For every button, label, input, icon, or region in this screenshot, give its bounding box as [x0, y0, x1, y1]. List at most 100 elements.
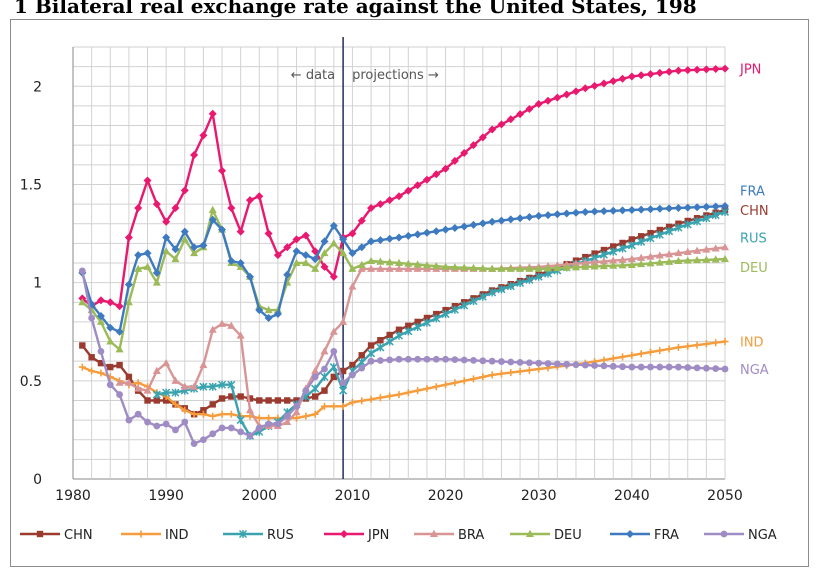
data-point-nga: [376, 357, 384, 364]
annotation-projections: projections →: [352, 68, 439, 83]
data-point-jpn: [693, 65, 702, 74]
data-point-chn: [610, 243, 617, 250]
data-point-ind: [311, 410, 319, 418]
data-point-rus: [460, 301, 469, 310]
data-point-rus: [534, 272, 543, 281]
data-point-nga: [619, 363, 626, 371]
data-point-jpn: [711, 64, 720, 73]
data-point-deu: [395, 258, 403, 266]
data-point-fra: [618, 206, 627, 215]
legend: CHN IND RUS JPN BRA DEU FRA NGA: [20, 528, 777, 543]
data-point-ind: [674, 343, 682, 351]
data-point-fra: [385, 234, 394, 243]
data-point-deu: [134, 264, 143, 272]
data-point-bra: [311, 366, 320, 374]
data-point-jpn: [497, 120, 506, 129]
data-point-deu: [469, 263, 478, 272]
data-point-jpn: [665, 67, 674, 76]
data-point-rus: [683, 220, 692, 229]
data-point-ind: [376, 394, 384, 402]
data-point-jpn: [562, 90, 571, 99]
data-point-rus: [525, 275, 534, 284]
data-point-chn: [339, 367, 347, 375]
data-point-nga: [647, 363, 654, 371]
legend-item-nga: NGA: [704, 528, 777, 543]
data-point-rus: [394, 331, 404, 340]
data-point-deu: [180, 235, 189, 243]
data-point-fra: [339, 235, 348, 244]
data-point-deu: [702, 255, 711, 263]
data-point-jpn: [702, 65, 711, 74]
data-point-ind: [470, 375, 478, 383]
data-point-fra: [553, 210, 562, 219]
annotation-data: ← data: [291, 68, 335, 83]
series-line-ind: [81, 340, 726, 420]
data-point-nga: [628, 363, 636, 371]
data-point-deu: [721, 254, 729, 263]
data-point-rus: [339, 386, 348, 395]
data-point-rus: [162, 388, 171, 397]
x-tick-label: 2040: [614, 488, 650, 504]
data-point-bra: [665, 250, 674, 258]
data-point-nga: [125, 416, 133, 424]
data-point-nga: [675, 363, 682, 371]
data-point-fra: [199, 241, 208, 250]
data-point-ind: [656, 347, 664, 355]
data-point-chn: [358, 352, 365, 359]
data-point-jpn: [227, 204, 236, 213]
legend-label-chn: CHN: [64, 528, 93, 543]
data-point-fra: [376, 236, 385, 245]
legend-label-rus: RUS: [267, 528, 294, 543]
data-point-bra: [227, 321, 236, 329]
legend-item-jpn: JPN: [324, 528, 389, 543]
data-point-nga: [395, 355, 403, 363]
data-point-nga: [97, 347, 105, 355]
data-point-bra: [609, 256, 618, 264]
data-point-deu: [115, 345, 124, 353]
data-point-bra: [236, 331, 245, 339]
data-point-bra: [162, 358, 171, 367]
data-point-nga: [246, 432, 254, 440]
data-point-deu: [674, 256, 683, 265]
data-point-fra: [460, 222, 469, 231]
data-point-fra: [255, 306, 264, 315]
data-point-ind: [367, 395, 375, 403]
data-point-deu: [544, 264, 553, 272]
data-point-nga: [684, 364, 692, 371]
data-point-ind: [218, 410, 226, 418]
data-point-bra: [711, 244, 720, 252]
data-point-jpn: [292, 235, 301, 244]
data-point-jpn: [348, 229, 357, 238]
data-point-jpn: [646, 70, 655, 79]
data-point-jpn: [264, 229, 273, 238]
data-point-fra: [544, 211, 553, 220]
data-point-fra: [115, 327, 124, 336]
data-point-rus: [618, 244, 627, 253]
data-point-fra: [478, 219, 487, 228]
data-point-chn: [591, 250, 598, 257]
data-point-bra: [348, 282, 357, 290]
data-point-deu: [460, 263, 469, 271]
data-point-rus: [413, 322, 422, 332]
end-label-chn: CHN: [740, 204, 769, 219]
data-point-ind: [423, 385, 431, 393]
x-tick-label: 2010: [335, 488, 371, 504]
data-point-nga: [460, 356, 468, 364]
data-point-nga: [637, 363, 645, 371]
data-point-deu: [124, 298, 133, 306]
data-point-rus: [404, 327, 413, 336]
data-point-nga: [535, 359, 543, 367]
data-point-jpn: [385, 196, 394, 205]
data-point-deu: [162, 247, 171, 255]
data-point-bra: [385, 264, 394, 272]
data-point-fra: [497, 216, 506, 225]
data-point-bra: [115, 378, 124, 386]
legend-label-nga: NGA: [748, 528, 777, 543]
data-point-fra: [208, 215, 217, 224]
data-point-jpn: [655, 68, 664, 77]
data-point-deu: [432, 261, 441, 270]
data-point-deu: [618, 261, 627, 269]
data-point-deu: [404, 259, 413, 267]
data-point-fra: [702, 202, 711, 211]
data-point-fra: [571, 208, 580, 217]
